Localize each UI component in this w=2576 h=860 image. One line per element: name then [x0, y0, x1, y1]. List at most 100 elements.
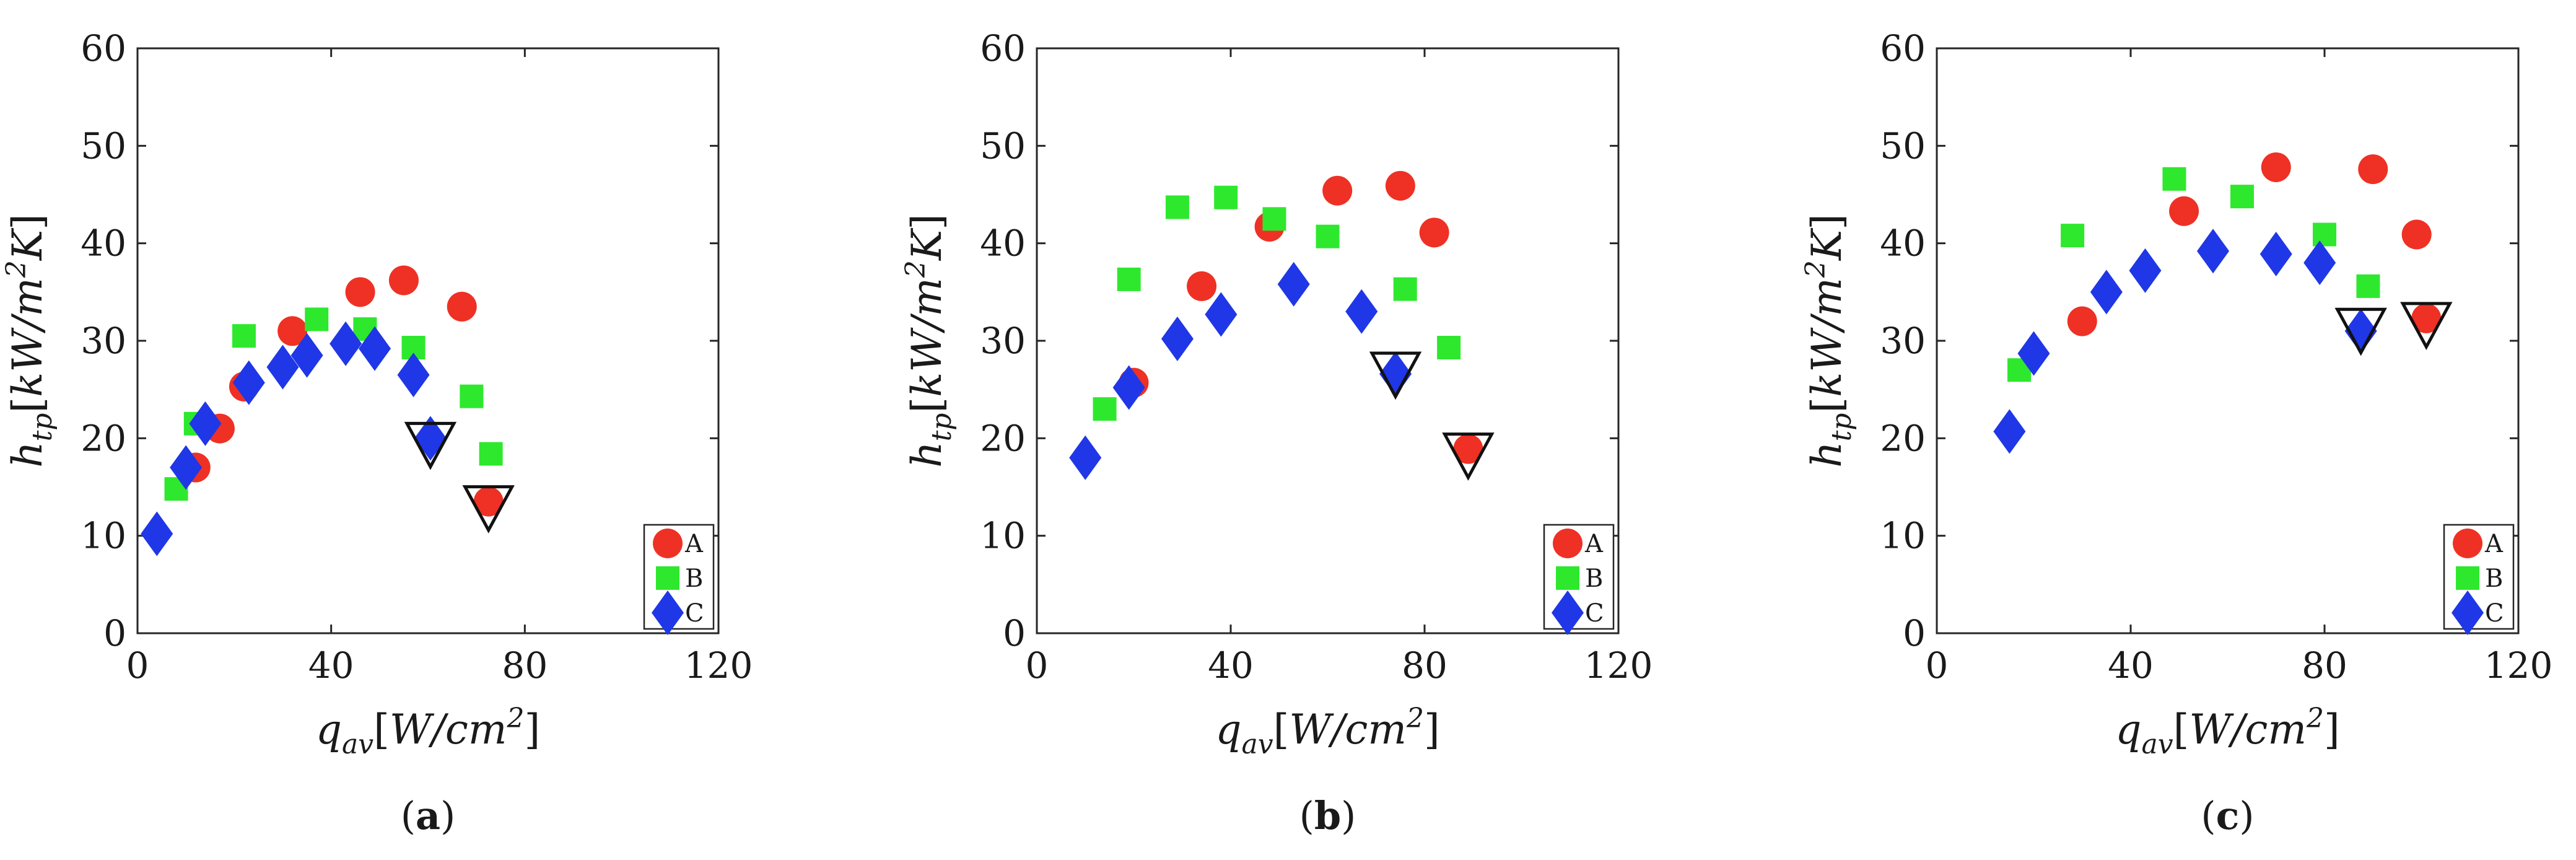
y-tick-label: 10	[81, 515, 126, 557]
data-point-C	[1161, 316, 1194, 361]
data-point-B	[232, 324, 256, 348]
data-point-A	[2169, 196, 2199, 226]
y-tick-label: 10	[980, 515, 1026, 557]
data-point-B	[479, 442, 503, 466]
y-axis-label: htp[kW/m2K]	[1, 214, 58, 468]
series-C	[1069, 261, 1412, 480]
data-point-C	[1993, 409, 2026, 454]
data-point-A	[2067, 306, 2097, 336]
y-tick-label: 0	[1903, 612, 1926, 654]
legend-marker-A	[2453, 529, 2482, 558]
y-axis-label: htp[kW/m2K]	[900, 214, 958, 468]
data-point-C	[397, 353, 430, 398]
data-point-C	[330, 321, 362, 366]
series-B	[1093, 185, 1461, 421]
legend-label-C: C	[2485, 599, 2504, 628]
legend-label-B: B	[2485, 564, 2503, 593]
y-tick-label: 40	[1880, 222, 1926, 265]
highlight-marker	[2400, 302, 2453, 351]
data-point-B	[460, 384, 484, 408]
legend-marker-A	[1553, 529, 1583, 558]
data-point-B	[2061, 224, 2085, 248]
data-point-B	[2162, 167, 2186, 191]
x-tick-label: 120	[684, 644, 753, 687]
y-tick-label: 60	[980, 27, 1026, 69]
data-point-A	[1322, 175, 1353, 206]
x-tick-label: 80	[502, 644, 548, 687]
y-tick-label: 50	[980, 125, 1026, 167]
data-point-C	[2017, 331, 2050, 376]
y-axis-label: htp[kW/m2K]	[1800, 214, 1858, 468]
x-tick-label: 40	[2108, 644, 2154, 687]
legend: ABC	[643, 524, 715, 635]
panel-a: 0 10 20 30 40 50 60 0 40 80 120 qav[W/cm2] htp[kW/m2…	[1, 27, 753, 838]
x-tick-label: 0	[1026, 644, 1049, 687]
data-point-A	[345, 277, 375, 307]
data-point-B	[1393, 277, 1417, 301]
data-point-C	[232, 360, 265, 405]
series-A	[2067, 152, 2442, 336]
y-tick-label: 20	[1880, 417, 1926, 459]
x-tick-label: 120	[1584, 644, 1653, 687]
data-point-A	[2261, 152, 2291, 182]
y-tick-label: 30	[980, 320, 1026, 362]
legend-label-B: B	[685, 564, 703, 593]
x-tick-label: 40	[1208, 644, 1254, 687]
data-point-A	[1419, 217, 1449, 248]
panel-caption: (b)	[1299, 793, 1356, 838]
y-tick-label: 0	[1003, 612, 1026, 654]
legend-marker-A	[653, 529, 683, 558]
x-tick-label: 80	[1402, 644, 1447, 687]
axes-box	[136, 47, 720, 634]
legend-marker-B	[656, 566, 679, 590]
x-axis-label: qav[W/cm2]	[1215, 703, 1439, 760]
x-tick-label: 120	[2484, 644, 2553, 687]
panel-caption: (a)	[401, 793, 456, 838]
legend-label-A: A	[1584, 530, 1604, 558]
data-point-A	[1453, 434, 1483, 464]
data-point-B	[2313, 222, 2336, 247]
x-tick-label: 0	[126, 644, 149, 687]
legend-marker-B	[1556, 566, 1579, 590]
x-axis-label: qav[W/cm2]	[316, 703, 540, 760]
data-point-B	[1262, 207, 1286, 231]
x-tick-label: 0	[1926, 644, 1949, 687]
data-point-C	[141, 511, 173, 556]
series-C	[141, 321, 447, 556]
data-point-B	[1165, 195, 1189, 219]
data-point-C	[2197, 229, 2230, 274]
data-point-A	[447, 291, 477, 322]
y-tick-label: 60	[1880, 27, 1926, 69]
data-point-C	[2303, 240, 2336, 286]
legend-label-B: B	[1585, 564, 1603, 593]
data-point-C	[1205, 292, 1238, 337]
data-point-C	[290, 333, 323, 378]
data-point-A	[277, 316, 308, 346]
legend-marker-B	[2456, 566, 2479, 590]
data-point-C	[1112, 365, 1145, 410]
y-tick-label: 60	[81, 27, 126, 69]
series-B	[164, 307, 503, 501]
y-tick-label: 30	[81, 320, 126, 362]
panel-c: 0 10 20 30 40 50 60 0 40 80 120 qav[W/cm2] htp[kW/m2…	[1800, 27, 2552, 838]
axes-box	[1036, 47, 1620, 634]
data-point-B	[2230, 185, 2254, 209]
y-tick-label: 40	[980, 222, 1026, 265]
data-point-B	[305, 307, 329, 331]
data-point-A	[2411, 303, 2442, 333]
series-A	[180, 265, 504, 517]
legend: ABC	[2443, 524, 2515, 635]
data-point-B	[2356, 274, 2380, 298]
data-point-C	[1345, 289, 1378, 334]
y-tick-label: 20	[81, 417, 126, 459]
legend-label-A: A	[2484, 530, 2504, 558]
data-point-A	[2358, 154, 2388, 185]
highlight-marker	[462, 485, 515, 533]
y-tick-label: 50	[81, 125, 126, 167]
y-tick-label: 30	[1880, 320, 1926, 362]
data-point-A	[388, 265, 419, 296]
x-tick-label: 40	[308, 644, 354, 687]
legend-marker-C	[2452, 590, 2484, 635]
panel-b: 0 10 20 30 40 50 60 0 40 80 120 qav[W/cm2] htp[kW/m2…	[900, 27, 1653, 838]
data-point-B	[1214, 185, 1238, 209]
